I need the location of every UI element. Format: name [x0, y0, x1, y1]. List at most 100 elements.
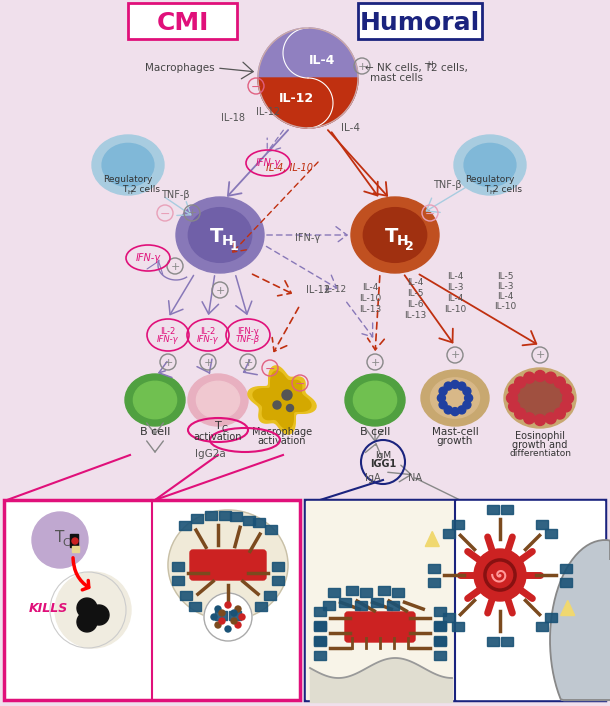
Text: TNF-β: TNF-β [160, 190, 189, 200]
Text: IL-18: IL-18 [221, 113, 245, 123]
Text: −: − [251, 80, 261, 93]
Text: T: T [484, 186, 489, 194]
FancyBboxPatch shape [434, 637, 446, 646]
FancyBboxPatch shape [456, 501, 604, 699]
Circle shape [77, 598, 97, 618]
FancyBboxPatch shape [265, 525, 277, 534]
FancyBboxPatch shape [243, 515, 255, 525]
Polygon shape [248, 366, 316, 434]
Circle shape [561, 401, 572, 412]
Text: IL-4
IL-5
IL-6
IL-13: IL-4 IL-5 IL-6 IL-13 [404, 278, 426, 321]
Ellipse shape [125, 374, 185, 426]
Circle shape [219, 618, 225, 624]
Text: IgG2a: IgG2a [195, 449, 225, 459]
Circle shape [509, 401, 520, 412]
Text: Humoral: Humoral [360, 11, 480, 35]
Text: T: T [122, 186, 127, 194]
Text: IL-12: IL-12 [306, 285, 330, 295]
FancyBboxPatch shape [434, 607, 446, 616]
Circle shape [211, 614, 217, 620]
FancyBboxPatch shape [188, 602, 201, 611]
Text: IL-3: IL-3 [497, 282, 513, 291]
FancyBboxPatch shape [272, 562, 284, 571]
Circle shape [545, 372, 556, 383]
Circle shape [444, 406, 452, 414]
Ellipse shape [515, 379, 565, 417]
Ellipse shape [196, 381, 240, 419]
Ellipse shape [431, 378, 479, 418]
FancyBboxPatch shape [387, 602, 399, 611]
FancyBboxPatch shape [545, 613, 558, 622]
Ellipse shape [464, 143, 516, 186]
Text: −: − [425, 208, 436, 220]
Text: Mast-cell: Mast-cell [432, 427, 478, 437]
Ellipse shape [345, 374, 405, 426]
Circle shape [258, 28, 358, 128]
FancyBboxPatch shape [180, 591, 192, 600]
Text: KILLS: KILLS [29, 602, 68, 614]
FancyBboxPatch shape [443, 530, 454, 538]
Text: IL-12: IL-12 [256, 107, 280, 117]
Polygon shape [425, 532, 439, 546]
FancyBboxPatch shape [345, 612, 415, 642]
Text: H: H [127, 191, 132, 196]
Circle shape [231, 610, 237, 616]
Text: IL-4: IL-4 [497, 292, 513, 301]
Circle shape [524, 372, 535, 383]
FancyBboxPatch shape [378, 586, 390, 595]
Circle shape [474, 549, 526, 601]
FancyBboxPatch shape [328, 588, 340, 597]
Circle shape [439, 387, 447, 395]
Text: Eosinophil: Eosinophil [515, 431, 565, 441]
Text: 2 cells: 2 cells [131, 186, 160, 194]
Text: ← NK cells, T: ← NK cells, T [365, 63, 431, 73]
Text: B cell: B cell [360, 427, 390, 437]
Ellipse shape [454, 135, 526, 195]
Text: IFN-γ: IFN-γ [237, 326, 259, 335]
Circle shape [554, 377, 565, 388]
FancyBboxPatch shape [360, 588, 371, 597]
FancyBboxPatch shape [560, 578, 572, 587]
Text: growth and: growth and [512, 440, 568, 450]
Text: T: T [386, 227, 399, 246]
FancyBboxPatch shape [346, 586, 358, 595]
FancyBboxPatch shape [128, 3, 237, 39]
FancyBboxPatch shape [355, 602, 367, 611]
Text: CMI: CMI [157, 11, 209, 35]
FancyBboxPatch shape [70, 534, 77, 546]
Text: IL-4, IL-10: IL-4, IL-10 [267, 163, 314, 173]
Circle shape [235, 622, 241, 628]
Text: −: − [295, 378, 305, 390]
Text: H: H [222, 234, 234, 248]
Circle shape [509, 384, 520, 395]
Text: 2 cells: 2 cells [493, 186, 522, 194]
FancyBboxPatch shape [255, 602, 267, 611]
FancyBboxPatch shape [230, 512, 242, 521]
Text: activation: activation [194, 432, 242, 442]
FancyBboxPatch shape [487, 505, 499, 514]
Text: +: + [187, 208, 196, 218]
Text: Regulatory: Regulatory [465, 176, 515, 184]
Text: Macrophages: Macrophages [145, 63, 215, 73]
Text: IL-4
IL-3
IL-4
IL-10: IL-4 IL-3 IL-4 IL-10 [444, 272, 466, 314]
FancyBboxPatch shape [536, 623, 548, 631]
Text: +: + [357, 61, 367, 71]
Polygon shape [561, 601, 575, 616]
FancyBboxPatch shape [219, 511, 231, 520]
Circle shape [32, 512, 88, 568]
Text: IL-10: IL-10 [494, 302, 516, 311]
Ellipse shape [188, 374, 248, 426]
Text: NA: NA [408, 473, 422, 483]
Circle shape [451, 407, 459, 416]
FancyBboxPatch shape [339, 598, 351, 607]
FancyBboxPatch shape [191, 514, 203, 523]
Circle shape [225, 626, 231, 632]
Text: +: + [536, 350, 545, 361]
Circle shape [239, 614, 245, 620]
Ellipse shape [351, 197, 439, 273]
FancyBboxPatch shape [358, 3, 482, 39]
Text: growth: growth [437, 436, 473, 446]
FancyBboxPatch shape [314, 636, 326, 645]
Circle shape [215, 622, 221, 628]
Text: differentiaton: differentiaton [509, 450, 571, 458]
